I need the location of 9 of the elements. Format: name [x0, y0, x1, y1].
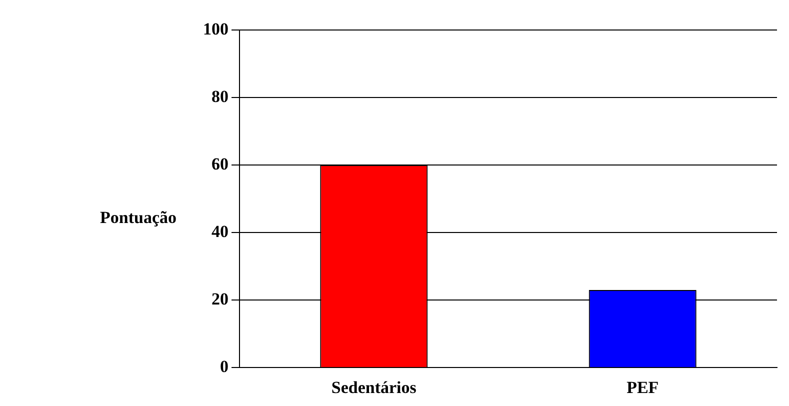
- y-tick-label: 60: [212, 154, 228, 174]
- x-tick-label: Sedentários: [331, 378, 417, 398]
- y-tick-label: 20: [212, 289, 228, 308]
- y-tick-label: 100: [203, 19, 228, 38]
- y-tick-label: 80: [212, 86, 228, 106]
- y-axis-title: Pontuação: [100, 208, 176, 228]
- y-tick-label: 0: [220, 356, 228, 376]
- y-tick-label: 40: [212, 222, 228, 241]
- x-tick-label: PEF: [626, 378, 659, 398]
